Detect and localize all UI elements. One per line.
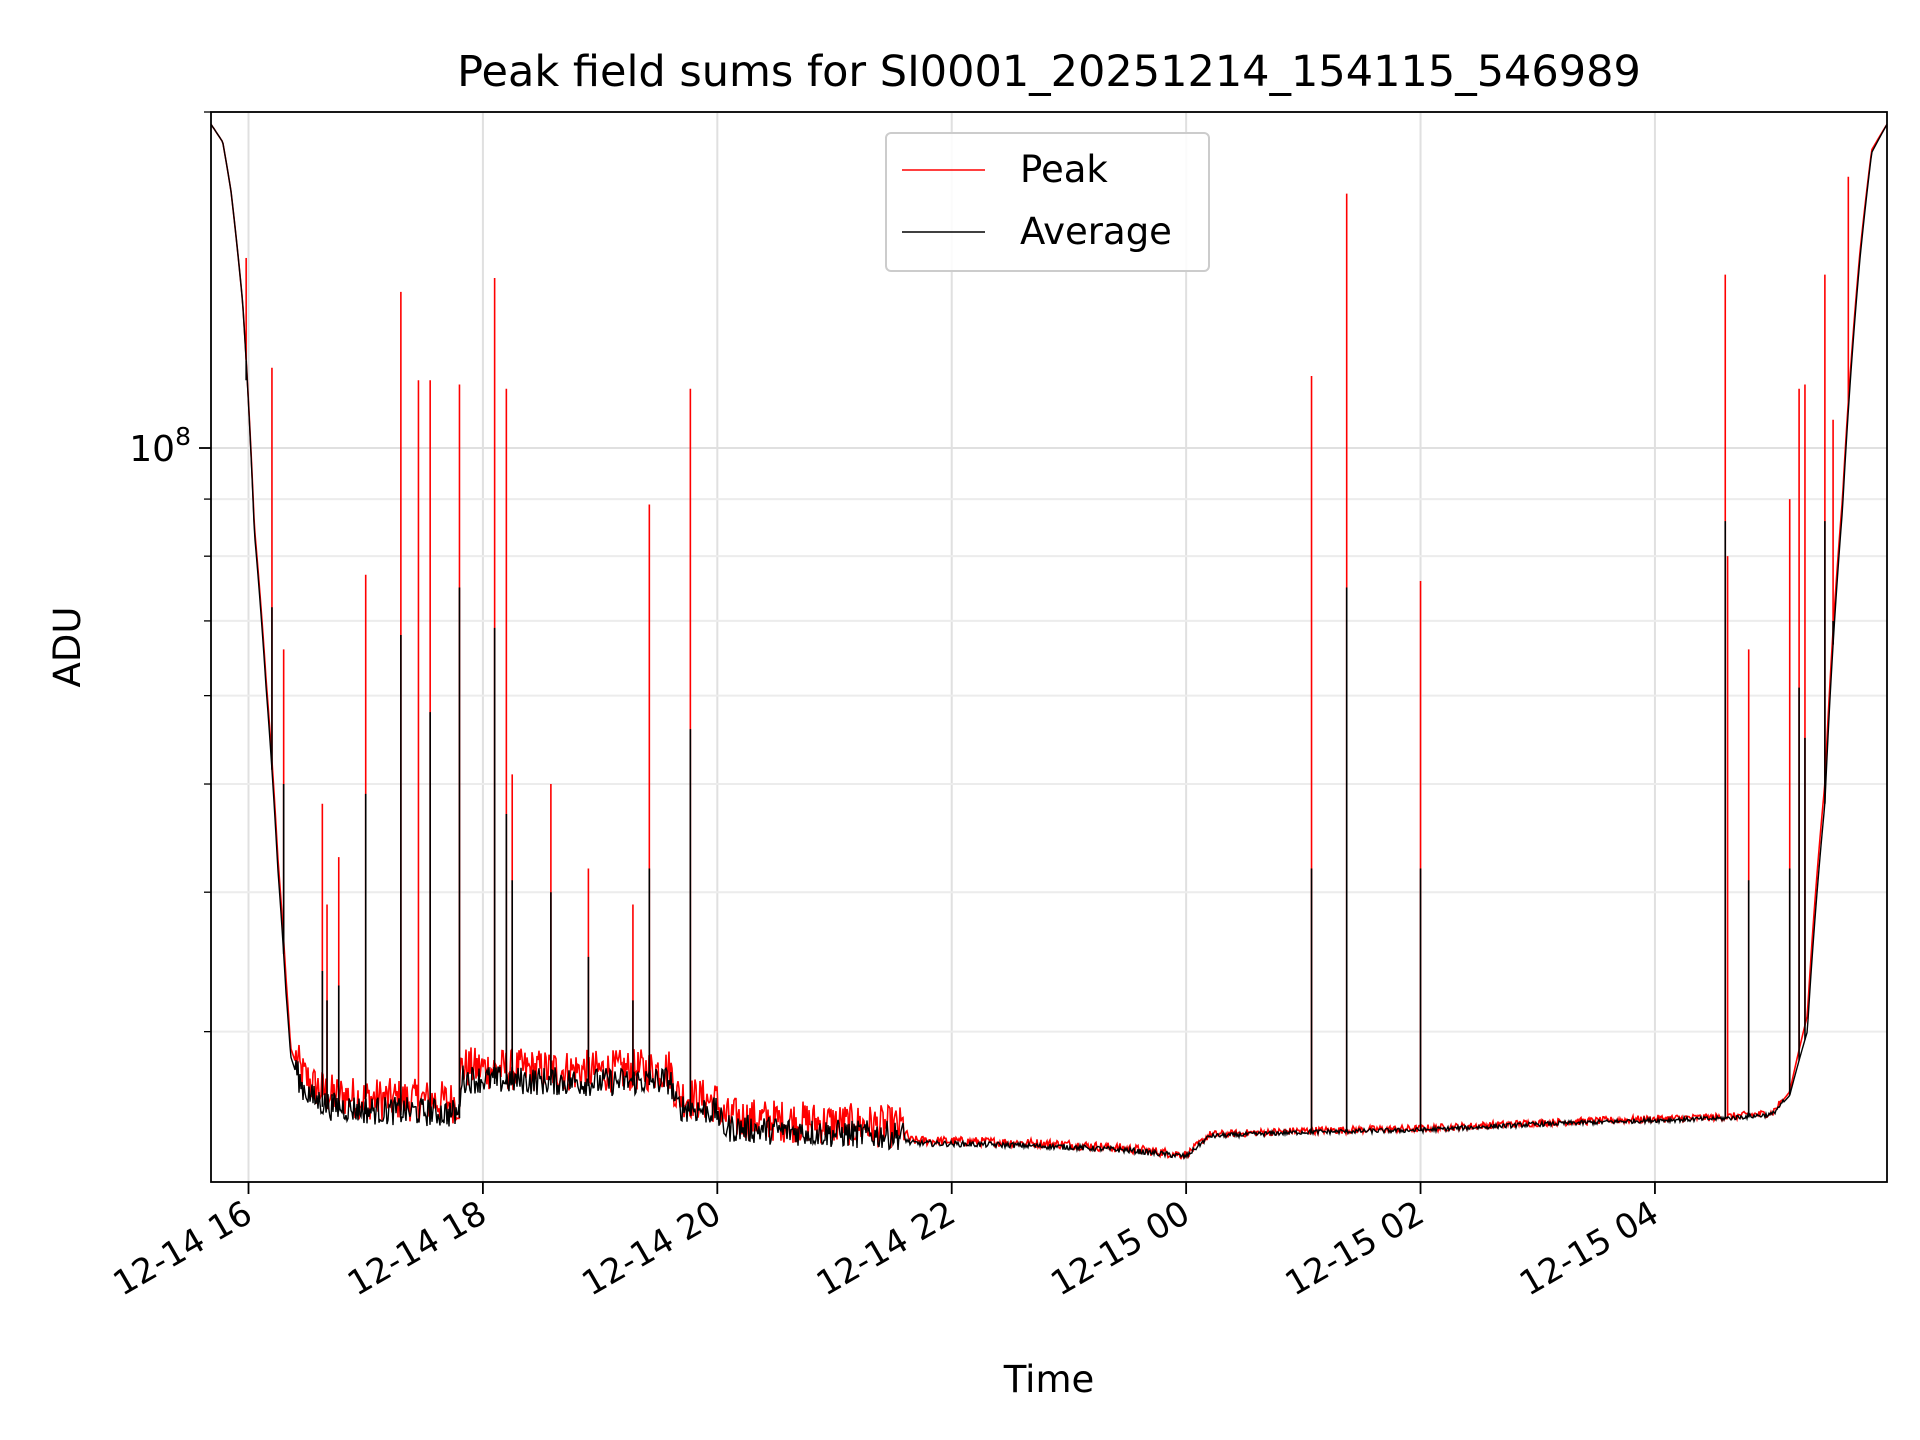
- chart-title: Peak field sums for SI0001_20251214_1541…: [457, 47, 1641, 97]
- x-axis-label: Time: [1003, 1358, 1095, 1401]
- series-average-line: [210, 123, 1888, 1161]
- plot-series: [210, 123, 1888, 1161]
- legend-box: [885, 132, 1210, 272]
- y-axis-label: ADU: [46, 607, 89, 688]
- grid: [211, 111, 1887, 1182]
- legend-peak-label: Peak: [1020, 148, 1108, 191]
- legend: Peak Average: [885, 132, 1210, 272]
- legend-average-label: Average: [1020, 210, 1172, 253]
- series-average: [210, 123, 1888, 1161]
- plot-frame: [210, 111, 1888, 1183]
- y-tick-label: 108: [129, 422, 191, 470]
